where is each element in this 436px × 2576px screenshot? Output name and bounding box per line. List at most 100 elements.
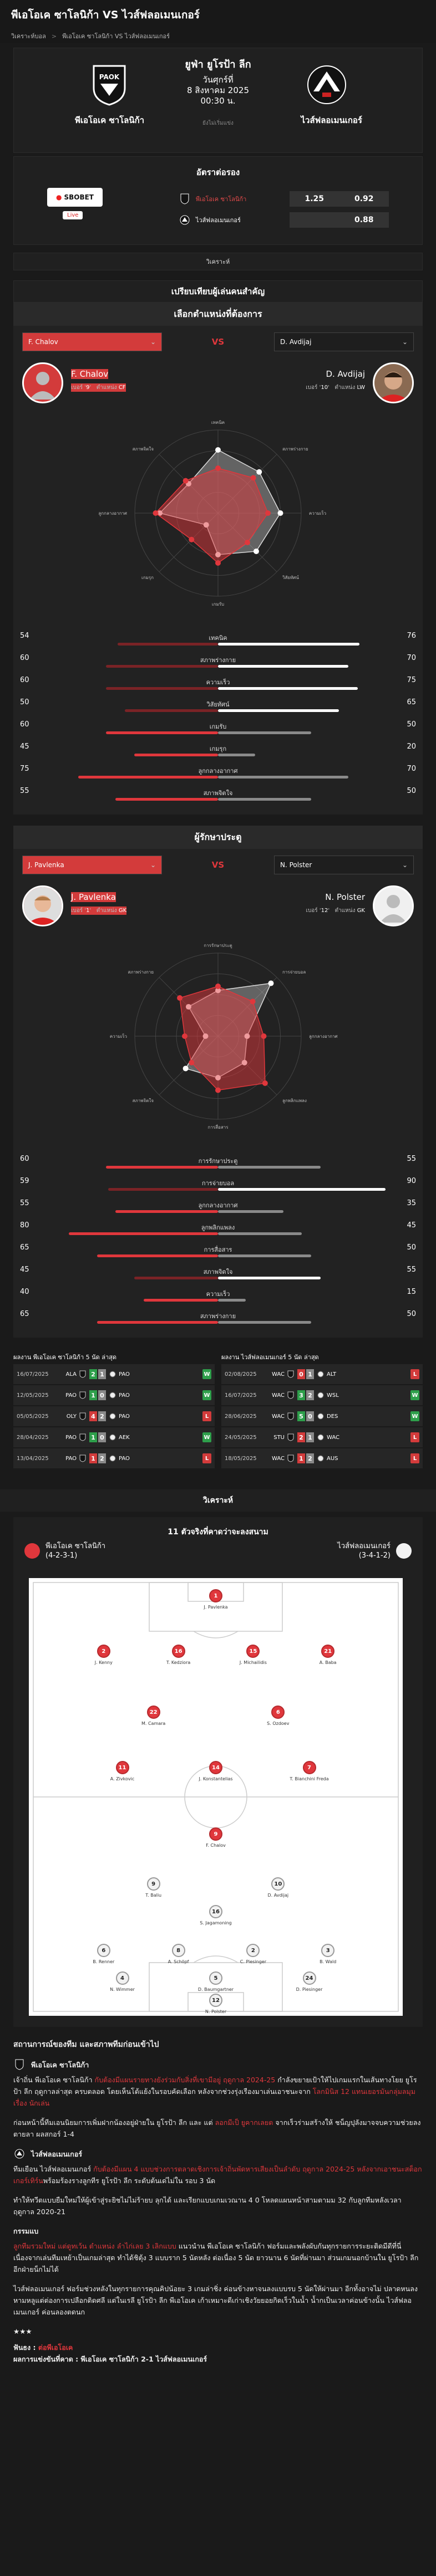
- stat-left-value: 60: [20, 654, 29, 662]
- form-row[interactable]: 05/05/2025 OLY 4 2 PAO L: [13, 1406, 215, 1427]
- form-row[interactable]: 28/06/2025 WAC 5 0 DES W: [221, 1406, 423, 1427]
- breadcrumb-separator: >: [51, 32, 57, 40]
- stat-left-value: 55: [20, 1199, 29, 1207]
- away-lineup-player[interactable]: 10 D. Avdijaj: [253, 1877, 303, 1898]
- away-lineup-player[interactable]: 5 D. Baumgartner: [191, 1971, 241, 1992]
- form-row[interactable]: 18/05/2025 WAC 1 2 AUS L: [221, 1448, 423, 1469]
- stat-bar-right: [218, 1321, 311, 1324]
- form-score-1: 1: [89, 1390, 97, 1400]
- jersey-number: 11: [115, 1761, 129, 1774]
- radar-axis-label: ลูกพลิกแพลง: [282, 1098, 307, 1104]
- form-team-1: WAC: [272, 1371, 285, 1377]
- home-lineup-player[interactable]: 15 J. Michailidis: [228, 1645, 278, 1665]
- jersey-number: 8: [171, 1944, 185, 1957]
- left-player-select[interactable]: F. Chalov ⌄: [22, 332, 162, 351]
- away-lineup-player[interactable]: 4 N. Wimmer: [98, 1971, 148, 1992]
- lineup-player-name: J. Pavlenka: [204, 1605, 228, 1610]
- radar-axis-label: สภาพจิตใจ: [133, 1098, 154, 1103]
- club-crest-icon: [285, 1369, 297, 1379]
- home-lineup-player[interactable]: 14 J. Konstantelias: [191, 1761, 241, 1781]
- away-paragraph-1: ทีมเยือน ไวส์ฟลอเมนเกอร์ กับต้องมีแผน 4 …: [13, 2165, 422, 2185]
- jersey-number: 12: [209, 1994, 222, 2007]
- away-lineup-player[interactable]: 2 C. Piesinger: [228, 1944, 278, 1964]
- club-crest-icon: [77, 1453, 89, 1463]
- form-team-1: PAO: [65, 1455, 77, 1462]
- form-row[interactable]: 16/07/2025 ALA 2 1 PAO W: [13, 1364, 215, 1385]
- form-score-2: 1: [98, 1369, 106, 1379]
- home-lineup-player[interactable]: 6 S. Ozdoev: [253, 1706, 303, 1726]
- form-score-1: 1: [89, 1453, 97, 1463]
- stat-left-value: 60: [20, 676, 29, 684]
- right-player-select[interactable]: D. Avdijaj ⌄: [274, 332, 414, 351]
- left-keeper-select[interactable]: J. Pavlenka ⌄: [22, 856, 162, 874]
- away-lineup-player[interactable]: 16 S. Jagamoning: [191, 1905, 241, 1925]
- radar-axis-label: วิสัยทัศน์: [282, 575, 299, 580]
- stat-left-value: 80: [20, 1221, 29, 1230]
- away-lineup-player[interactable]: 6 B. Renner: [79, 1944, 129, 1964]
- away-lineup-player[interactable]: 24 D. Piesinger: [285, 1971, 334, 1992]
- breadcrumb-home-link[interactable]: วิเคราะห์บอล: [11, 33, 46, 40]
- left-player-point: [215, 465, 221, 471]
- form-row[interactable]: 13/04/2025 PAO 1 2 PAO L: [13, 1448, 215, 1469]
- keeper-stats: 60 55 การรักษาประตู 59 90 การจ่ายบอล 55 35 ลูกกล…: [13, 1147, 423, 1338]
- odds-value-box[interactable]: 1.25 0.92: [289, 191, 389, 207]
- recent-form: ผลงาน พีเอโอเค ซาโลนิก้า 5 นัด ล่าสุด 16…: [13, 1350, 423, 1469]
- away-form-title: ผลงาน ไวส์ฟลอเมนเกอร์ 5 นัด ล่าสุด: [221, 1354, 319, 1361]
- form-row[interactable]: 02/08/2025 WAC 0 1 ALT L: [221, 1364, 423, 1385]
- home-lineup-player[interactable]: 22 M. Camara: [129, 1706, 179, 1726]
- match-card: PAOK ยูฟ่า ยูโรป้า ลีก วันศุกร์ที่ 8 สิง…: [13, 48, 423, 153]
- home-lineup-player[interactable]: 21 A. Baba: [303, 1645, 353, 1665]
- form-team-2: AEK: [119, 1434, 130, 1441]
- player-avatar: [373, 885, 414, 926]
- stat-bar-left: [106, 665, 218, 668]
- home-lineup-player[interactable]: 16 T. Kedziora: [154, 1645, 204, 1665]
- form-row[interactable]: 12/05/2025 PAO 1 0 PAO W: [13, 1385, 215, 1406]
- lineup-player-name: J. Kenny: [94, 1660, 113, 1665]
- home-lineup-player[interactable]: 1 J. Pavlenka: [191, 1589, 241, 1610]
- radar-axis-label: การสื่อสาร: [208, 1124, 229, 1130]
- home-lineup-player[interactable]: 9 F. Chalov: [191, 1827, 241, 1848]
- away-lineup-player[interactable]: 8 A. Schöpf: [154, 1944, 204, 1964]
- home-lineup-player[interactable]: 11 A. Zivkovic: [98, 1761, 148, 1781]
- league-name: ยูฟ่า ยูโรป้า ลีก: [185, 59, 251, 70]
- match-status: ยังไม่เริ่มแข่ง: [202, 120, 234, 126]
- stat-bar-right: [218, 709, 339, 712]
- away-lineup-player[interactable]: 3 B. Wald: [303, 1944, 353, 1964]
- home-team-name[interactable]: พีเอโอเค ซาโลนิก้า: [75, 115, 145, 125]
- club-crest-icon: [77, 1432, 89, 1442]
- sbobet-logo[interactable]: ● SBOBET: [47, 188, 103, 207]
- form-team-1: WAC: [272, 1455, 285, 1462]
- left-keeper-name: J. Pavlenka: [71, 892, 116, 902]
- form-result-badge: W: [202, 1390, 211, 1400]
- away-lineup-player[interactable]: 12 N. Polster: [191, 1994, 241, 2014]
- form-result-badge: W: [410, 1411, 419, 1421]
- club-crest-icon: [285, 1453, 297, 1463]
- odds-card: อัตราต่อรอง ● SBOBET Live พีเอโอเค ซาโลนิ…: [13, 156, 423, 245]
- outfield-radar-chart: เทคนิคสภาพร่างกายความเร็ววิสัยทัศน์เกมรั…: [98, 420, 326, 607]
- form-result-badge: W: [202, 1432, 211, 1442]
- stat-row: 60 75 ความเร็ว: [13, 674, 423, 696]
- away-lineup-player[interactable]: 9 T. Baliu: [129, 1877, 179, 1898]
- club-crest-icon: [315, 1369, 327, 1379]
- form-row[interactable]: 16/07/2025 WAC 3 2 WSL W: [221, 1385, 423, 1406]
- odds-value-box[interactable]: 0.88: [289, 212, 389, 228]
- home-lineup-player[interactable]: 7 T. Bianchini Freda: [285, 1761, 334, 1781]
- club-crest-icon: [107, 1369, 119, 1379]
- lineup-player-name: N. Wimmer: [110, 1987, 135, 1992]
- analysis-tab[interactable]: วิเคราะห์: [13, 253, 423, 270]
- left-player-point: [177, 995, 183, 1001]
- form-score-1: 0: [297, 1369, 305, 1379]
- form-row[interactable]: 24/05/2025 STU 2 1 WAC L: [221, 1427, 423, 1448]
- stat-label: สภาพจิตใจ: [203, 1268, 233, 1276]
- form-date: 28/04/2025: [17, 1434, 49, 1441]
- away-team-name[interactable]: ไวส์ฟลอเมนเกอร์: [301, 115, 363, 125]
- stat-row: 55 50 สภาพจิตใจ: [13, 785, 423, 807]
- form-row[interactable]: 28/04/2025 PAO 1 0 AEK W: [13, 1427, 215, 1448]
- lineup-player-name: J. Michailidis: [239, 1660, 267, 1665]
- right-keeper-select[interactable]: N. Polster ⌄: [274, 856, 414, 874]
- home-lineup-player[interactable]: 2 J. Kenny: [79, 1645, 129, 1665]
- chevron-down-icon: ⌄: [402, 861, 408, 869]
- stat-bar-right: [218, 1232, 302, 1235]
- live-badge[interactable]: Live: [63, 211, 83, 219]
- radar-axis-label: สภาพจิตใจ: [133, 447, 154, 452]
